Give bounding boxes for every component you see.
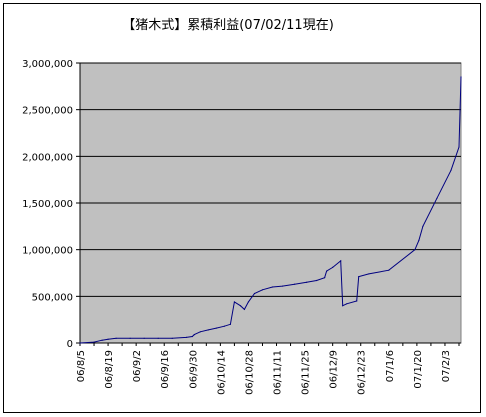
y-tick-label: 1,000,000 bbox=[22, 246, 73, 257]
data-point bbox=[239, 305, 242, 307]
x-tick-label: 06/12/9 bbox=[329, 350, 340, 389]
data-point bbox=[191, 335, 193, 338]
data-point bbox=[79, 342, 81, 344]
chart-title: 【猪木式】累積利益(07/02/11現在) bbox=[122, 18, 334, 33]
data-point bbox=[342, 305, 344, 307]
data-point bbox=[271, 286, 274, 288]
plot-area-group: 0 500,000 1,000,000 1,500,000 2,000,000 2,500… bbox=[22, 59, 462, 395]
data-point bbox=[340, 260, 342, 262]
chart-frame: 【猪木式】累積利益(07/02/11現在) 0 500,000 1,000,000 1… bbox=[3, 3, 481, 413]
data-point bbox=[129, 337, 131, 339]
y-tick-label: 1,500,000 bbox=[22, 199, 73, 210]
data-point bbox=[107, 338, 109, 340]
data-point bbox=[332, 266, 334, 268]
data-point bbox=[414, 249, 416, 251]
data-point bbox=[388, 269, 390, 271]
data-point bbox=[422, 225, 424, 227]
data-point bbox=[460, 76, 462, 78]
x-tick-label: 06/8/19 bbox=[104, 350, 115, 389]
data-point bbox=[215, 327, 217, 329]
data-point bbox=[293, 283, 296, 285]
y-tick-label: 3,000,000 bbox=[22, 59, 73, 70]
data-point bbox=[207, 329, 209, 331]
data-point bbox=[193, 334, 195, 336]
data-point bbox=[356, 300, 358, 302]
data-point bbox=[101, 339, 103, 341]
data-point bbox=[418, 239, 420, 241]
y-tick-label: 2,000,000 bbox=[22, 152, 73, 163]
data-point bbox=[458, 146, 460, 148]
x-tick-label: 06/10/14 bbox=[216, 350, 227, 395]
data-point bbox=[93, 341, 95, 343]
data-point bbox=[316, 279, 318, 282]
data-point bbox=[171, 337, 173, 339]
data-point bbox=[281, 285, 284, 287]
data-point bbox=[243, 308, 246, 310]
x-tick-label: 06/9/30 bbox=[188, 350, 199, 389]
x-tick-label: 06/9/2 bbox=[132, 350, 143, 382]
data-point bbox=[358, 276, 360, 278]
data-point bbox=[157, 337, 159, 339]
x-tick-label: 06/9/16 bbox=[160, 350, 171, 389]
x-tick-label: 06/11/11 bbox=[273, 350, 284, 395]
y-tick-label: 500,000 bbox=[32, 292, 73, 303]
data-point bbox=[229, 323, 231, 325]
x-tick-label: 07/1/6 bbox=[385, 350, 396, 382]
chart-canvas: 【猪木式】累積利益(07/02/11現在) 0 500,000 1,000,000 1… bbox=[22, 18, 462, 395]
data-point bbox=[143, 337, 145, 339]
x-tick-label: 06/12/23 bbox=[357, 350, 368, 395]
data-point bbox=[346, 303, 348, 305]
x-tick-label: 06/11/25 bbox=[301, 350, 312, 395]
data-point bbox=[185, 336, 187, 338]
x-tick-label: 07/2/3 bbox=[441, 350, 452, 382]
data-point bbox=[436, 197, 438, 199]
data-point bbox=[223, 325, 225, 327]
data-point bbox=[233, 301, 236, 303]
data-point bbox=[247, 301, 250, 303]
data-point bbox=[199, 331, 201, 333]
data-point bbox=[115, 337, 117, 339]
data-point bbox=[261, 289, 264, 291]
x-tick-label: 06/10/28 bbox=[244, 350, 255, 395]
data-point bbox=[368, 273, 370, 275]
y-tick-label: 0 bbox=[67, 339, 73, 350]
data-point bbox=[450, 169, 452, 171]
data-point bbox=[326, 270, 328, 272]
data-point bbox=[324, 277, 326, 279]
data-point bbox=[253, 292, 256, 295]
x-tick-label: 06/8/5 bbox=[76, 350, 87, 382]
x-tick-label: 07/1/20 bbox=[413, 350, 424, 389]
data-point bbox=[305, 281, 308, 283]
y-tick-label: 2,500,000 bbox=[22, 106, 73, 117]
